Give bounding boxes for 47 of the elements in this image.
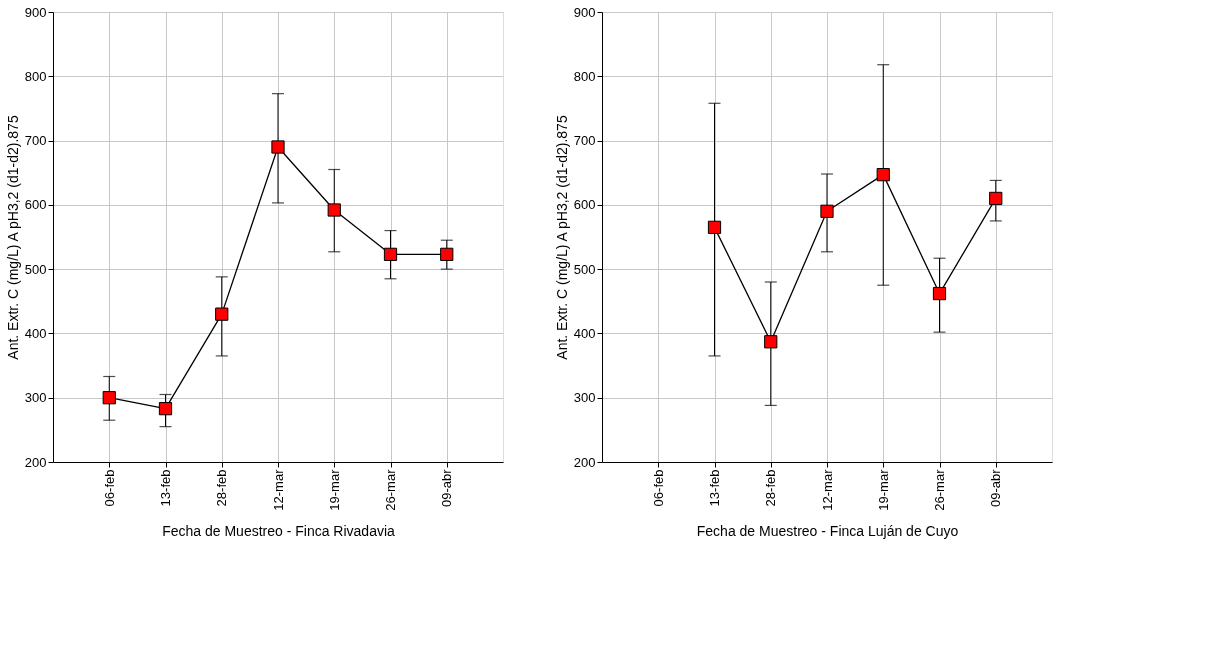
y-tick-label: 500 (573, 261, 596, 277)
y-tick-label: 400 (573, 325, 596, 341)
x-axis-title: Fecha de Muestreo - Finca Luján de Cuyo (696, 522, 959, 539)
x-tick-label: 26-mar (932, 468, 947, 511)
y-tick-label: 900 (573, 4, 596, 20)
y-tick-label: 400 (24, 325, 47, 341)
y-tick-label: 300 (573, 390, 596, 406)
point (876, 168, 890, 182)
y-tick-label: 700 (24, 133, 47, 149)
point (989, 191, 1003, 206)
point (707, 220, 722, 234)
point (820, 204, 834, 218)
x-tick-label: 12-mar (270, 468, 286, 511)
y-axis-title: Ant. Extr. C (mg/L) A pH3,2 (d1-d2).875 (4, 115, 21, 360)
y-tick-label: 800 (24, 68, 47, 84)
x-tick-label: 26-mar (383, 468, 398, 511)
x-tick-label: 13-feb (707, 469, 722, 507)
x-tick-label: 12-mar (819, 468, 835, 511)
y-tick-label: 500 (24, 261, 47, 277)
y-tick-label: 200 (573, 454, 596, 470)
x-tick-label: 06-feb (101, 469, 117, 507)
x-tick-label: 09-abr (439, 468, 455, 508)
x-tick-label: 28-feb (214, 469, 230, 507)
y-tick-label: 600 (573, 197, 596, 213)
point (158, 402, 173, 416)
y-tick-label: 900 (24, 4, 47, 20)
x-tick-label: 06-feb (650, 469, 666, 507)
y-axis-title: Ant. Extr. C (mg/L) A pH3,2 (d1-d2).875 (553, 115, 570, 360)
y-tick-label: 600 (24, 197, 47, 213)
point (327, 203, 341, 217)
point (440, 247, 454, 261)
x-tick-label: 28-feb (763, 469, 779, 507)
point (932, 286, 947, 301)
x-tick-label: 19-mar (875, 468, 891, 511)
point (271, 140, 285, 154)
x-tick-label: 09-abr (988, 468, 1004, 508)
point (215, 307, 229, 321)
x-tick-label: 13-feb (158, 469, 173, 507)
y-tick-label: 700 (573, 133, 596, 149)
y-tick-label: 800 (573, 68, 596, 84)
point (764, 335, 778, 349)
y-tick-label: 300 (24, 390, 47, 406)
point (383, 247, 398, 261)
point (102, 391, 116, 405)
y-tick-label: 200 (24, 454, 47, 470)
x-axis-title: Fecha de Muestreo - Finca Rivadavia (162, 522, 396, 539)
x-tick-label: 19-mar (326, 468, 342, 511)
